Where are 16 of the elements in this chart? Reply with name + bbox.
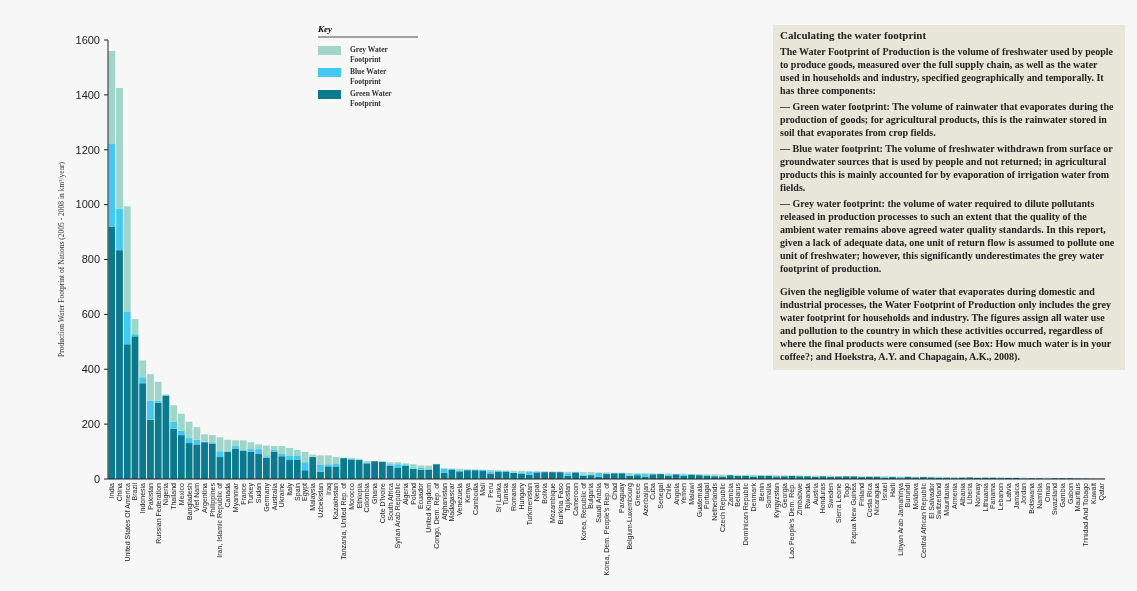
annotation: — Green water footprint: The volume of rainwater that evaporates during the production of goods; for agricultural products, this is the rainwater stored in soil that evaporates from crop fields. <box>780 100 1115 139</box>
y-tick-label: 600 <box>81 308 100 321</box>
y-tick-label: 800 <box>81 253 100 266</box>
annotation: Calculating the water footprint <box>780 29 928 42</box>
y-tick-label: 400 <box>81 363 100 376</box>
annotation: The Water Footprint of Production is the volume of freshwater used by people to produce goods, measured over the full supply chain, as well as the water used in households and industry, specified geographically and temporally. It has three components: <box>780 45 1114 97</box>
y-tick-label: 1200 <box>75 143 100 156</box>
annotation: — Grey water footprint: the volume of water required to dilute pollutants released in production processes to such an extent that the quality of the ambient water remains above agreed water quality standards. In this report, given a lack of adequate data, one unit of return flow is assumed to pollute one unit of freshwater; however, this significantly underestimates the grey water footprint of production. <box>780 197 1116 275</box>
annotation: Given the negligible volume of water that evaporates during domestic and industrial processes, the Water Footprint of Production only includes the grey water footprint for households and industry. The figures assign all water use and pollution to the country in which these activities occurred, regardless of where the final products were consumed (see Box: How much water is in your coffee?; and Hoekstra, A.Y. and Chapagain, A.K., 2008). <box>780 285 1113 363</box>
legend-title: Key <box>317 24 333 34</box>
y-tick-label: 0 <box>93 472 100 485</box>
y-tick-label: 1000 <box>75 198 100 211</box>
y-tick-label: 1400 <box>75 88 100 101</box>
y-tick-label: 200 <box>81 417 100 430</box>
y-tick-label: 1600 <box>75 33 100 46</box>
annotation: — Blue water footprint: The volume of freshwater withdrawn from surface or groundwater sources that is used by people and not returned; in agricultural products this is mainly accounted for by evaporation of irrigation water from fields. <box>780 142 1114 194</box>
